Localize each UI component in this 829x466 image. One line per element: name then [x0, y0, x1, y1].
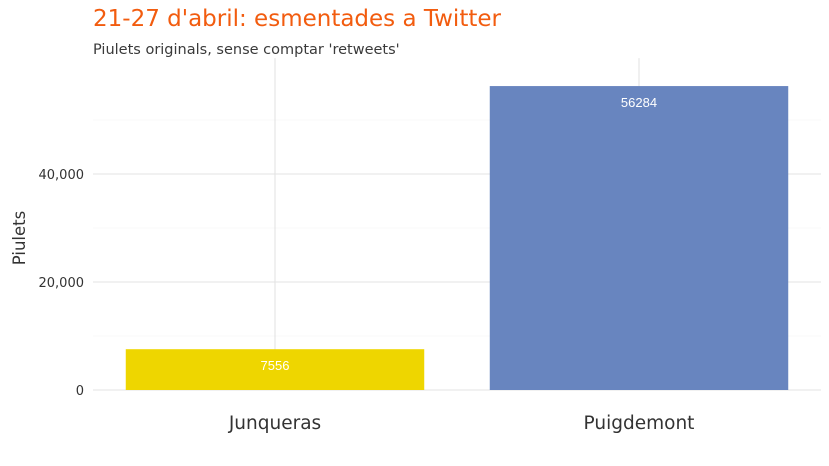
x-tick-label: Junqueras [228, 413, 321, 434]
y-tick-label: 20,000 [39, 276, 85, 291]
y-tick-label: 0 [76, 384, 84, 399]
bar-junqueras [125, 349, 425, 390]
bar-labels: 7556 56284 [261, 95, 658, 373]
y-tick-label: 40,000 [39, 168, 85, 183]
bar-puigdemont [489, 86, 789, 390]
bar-value-label: 56284 [621, 95, 657, 110]
y-axis-title: Piulets [10, 211, 29, 265]
x-axis-ticks: Junqueras Puigdemont [228, 413, 695, 434]
bars [125, 86, 789, 390]
chart-title: 21-27 d'abril: esmentades a Twitter [93, 6, 501, 32]
chart-subtitle: Piulets originals, sense comptar 'retwee… [93, 42, 400, 58]
y-axis-ticks: 0 20,000 40,000 [39, 168, 85, 399]
x-tick-label: Puigdemont [584, 413, 695, 434]
bar-value-label: 7556 [261, 358, 290, 373]
